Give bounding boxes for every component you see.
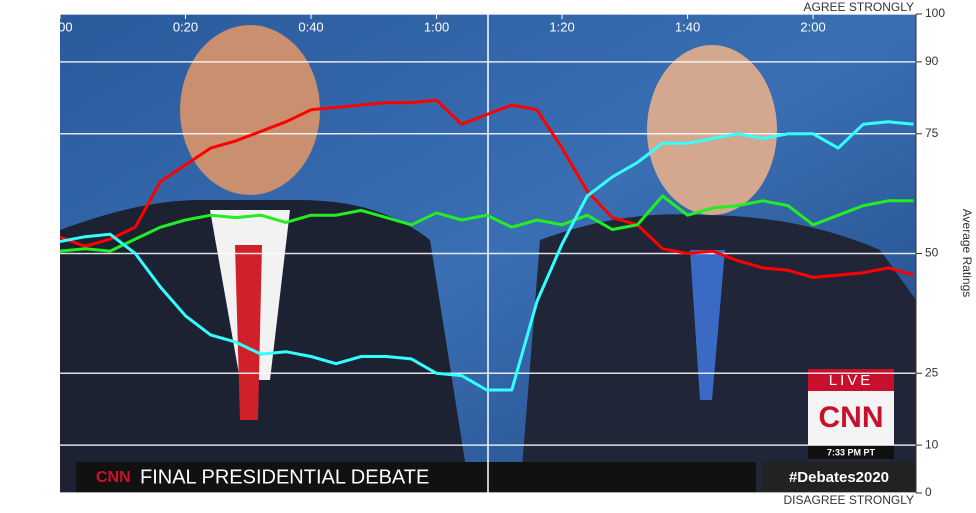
x-tick-label: 0:00 — [47, 19, 72, 34]
tie — [690, 250, 725, 400]
y-tick-label: 50 — [925, 246, 939, 260]
y-tick-label: 100 — [925, 6, 945, 20]
y-label-bottom: DISAGREE STRONGLY — [784, 493, 914, 507]
logo: CNN — [819, 401, 884, 434]
y-tick-label: 25 — [925, 365, 939, 379]
tie — [235, 245, 262, 420]
y-label-top: AGREE STRONGLY — [804, 0, 914, 14]
hashtag-box — [762, 462, 916, 493]
series-line — [60, 194, 914, 253]
series-line — [60, 120, 914, 392]
y-tick-label: 10 — [925, 437, 939, 451]
network: CNN — [96, 469, 131, 486]
live-box — [808, 369, 894, 391]
x-tick-label: 1:20 — [549, 19, 574, 34]
y-title: Average Ratings — [960, 209, 974, 298]
video-frame: CNN FINAL PRESIDENTIAL DEBATE #Debates20… — [47, 14, 916, 493]
headline: FINAL PRESIDENTIAL DEBATE — [140, 466, 429, 488]
axes: 0 10 25 50 75 90 100 — [915, 6, 945, 499]
x-tick-label: 0:20 — [173, 19, 198, 34]
x-tick-label: 2:00 — [800, 19, 825, 34]
hashtag: #Debates2020 — [789, 469, 889, 486]
x-tick-label: 1:00 — [424, 19, 449, 34]
clock-box — [808, 445, 894, 459]
logo-box — [808, 391, 894, 445]
x-tick-label: 0:40 — [298, 19, 323, 34]
series-line — [60, 98, 914, 279]
live: LIVE — [829, 372, 874, 389]
y-tick-label: 90 — [925, 54, 939, 68]
speaker-right-head — [647, 45, 777, 215]
lower-third — [76, 462, 756, 493]
speaker-left-head — [180, 25, 320, 195]
clock: 7:33 PM PT — [827, 447, 876, 457]
y-tick-label: 75 — [925, 126, 939, 140]
x-tick-label: 1:40 — [675, 19, 700, 34]
plot: 0:00 0:20 0:40 1:00 1:20 1:40 2:00 — [47, 14, 916, 493]
y-tick-label: 0 — [925, 485, 932, 499]
